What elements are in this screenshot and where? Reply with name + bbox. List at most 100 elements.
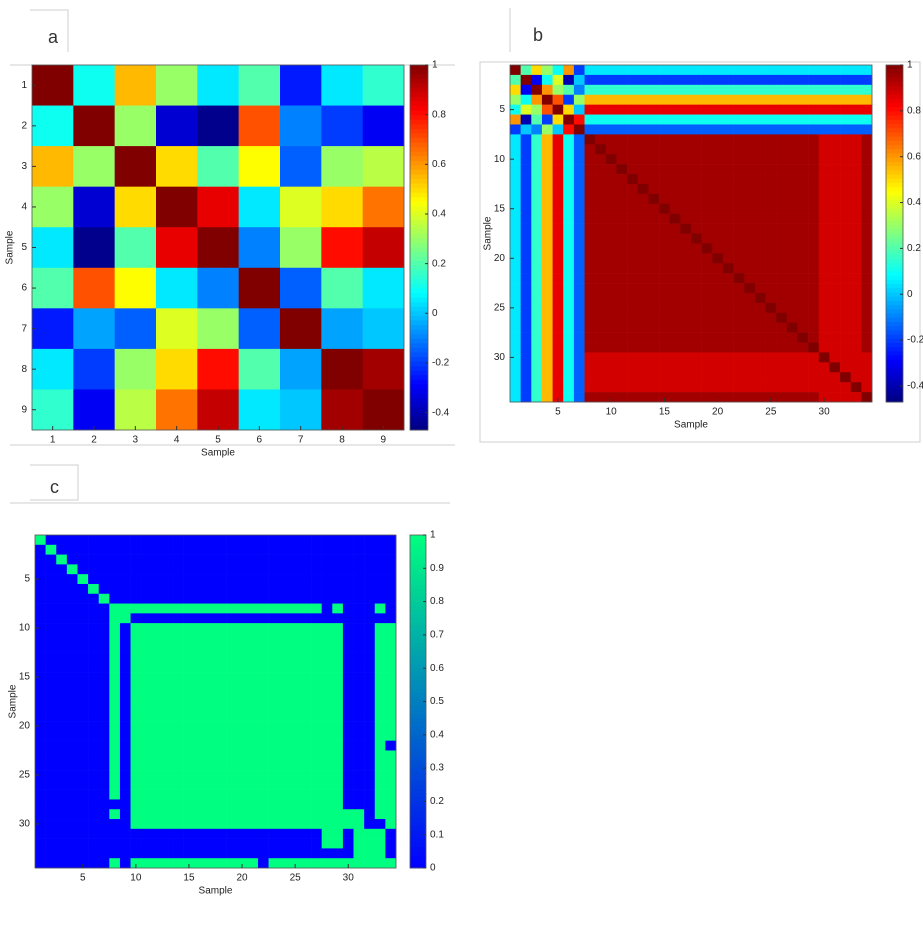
heatmap-cell [850, 183, 862, 195]
heatmap-cell [183, 535, 195, 546]
heatmap-cell [257, 701, 269, 712]
heatmap-cell [786, 183, 798, 195]
heatmap-cell [616, 263, 628, 274]
colorbar-segment [410, 564, 426, 569]
heatmap-cell [98, 652, 110, 663]
heatmap-cell [279, 632, 291, 644]
heatmap-cell [77, 574, 89, 585]
heatmap-cell [818, 114, 830, 125]
heatmap-cell [850, 154, 862, 165]
heatmap-cell [35, 681, 46, 693]
heatmap-cell [733, 243, 745, 254]
heatmap-cell [627, 322, 639, 333]
colorbar-segment [410, 197, 428, 203]
heatmap-cell [374, 750, 386, 761]
heatmap-cell [765, 253, 777, 264]
heatmap-cell [754, 65, 766, 76]
heatmap-cell [786, 342, 798, 353]
heatmap-cell [744, 263, 756, 274]
heatmap-cell [268, 544, 280, 555]
y-tick-label: 5 [21, 242, 27, 253]
heatmap-cell [712, 134, 724, 145]
heatmap-cell [541, 372, 553, 383]
colorbar-segment [886, 102, 903, 108]
heatmap-cell [510, 124, 521, 135]
heatmap-cell [818, 253, 830, 264]
heatmap-cell [141, 828, 153, 839]
heatmap-cell [173, 711, 184, 722]
colorbar-segment [886, 359, 903, 365]
heatmap-cell [236, 652, 248, 663]
heatmap-cell [573, 104, 585, 115]
heatmap-cell [141, 779, 153, 790]
heatmap-cell [722, 174, 734, 185]
colorbar-segment [410, 755, 426, 761]
heatmap-cell [786, 233, 798, 244]
heatmap-cell [584, 362, 596, 373]
heatmap-cell [173, 642, 184, 653]
heatmap-cell [364, 623, 376, 634]
heatmap-cell [194, 672, 206, 683]
heatmap-cell [88, 593, 100, 604]
heatmap-cell [605, 292, 617, 304]
heatmap-cell [680, 65, 692, 76]
heatmap-cell [197, 105, 239, 147]
heatmap-cell [754, 263, 766, 274]
heatmap-cell [840, 253, 852, 264]
heatmap-cell [744, 273, 756, 284]
heatmap-cell [236, 721, 248, 732]
heatmap-cell [840, 302, 852, 314]
heatmap-cell [35, 642, 46, 653]
colorbar-segment [410, 101, 428, 107]
heatmap-cell [342, 770, 354, 781]
heatmap-cell [797, 253, 809, 264]
heatmap-cell [669, 273, 681, 284]
heatmap-cell [861, 312, 873, 324]
heatmap-cell [156, 308, 198, 350]
colorbar-segment [410, 543, 426, 548]
colorbar-segment [410, 709, 426, 715]
heatmap-cell [151, 799, 163, 810]
heatmap-cell [616, 65, 628, 76]
heatmap-cell [300, 574, 312, 585]
heatmap-cell [861, 283, 873, 294]
heatmap-cell [595, 203, 607, 214]
colorbar-segment [886, 81, 903, 87]
heatmap-cell [563, 114, 575, 125]
heatmap-cell [98, 730, 110, 741]
heatmap-cell [722, 65, 734, 76]
heatmap-cell [311, 642, 322, 653]
heatmap-cell [573, 144, 585, 155]
colorbar-segment [410, 747, 426, 752]
heatmap-cell [744, 193, 756, 205]
heatmap-cell [321, 564, 333, 575]
heatmap-cell [173, 789, 184, 800]
heatmap-cell [311, 593, 322, 604]
heatmap-cell [98, 613, 110, 624]
heatmap-cell [88, 848, 100, 859]
heatmap-cell [77, 838, 89, 849]
heatmap-cell [691, 352, 702, 363]
heatmap-cell [321, 779, 333, 790]
heatmap-cell [669, 233, 681, 244]
heatmap-cell [808, 124, 820, 135]
y-tick-label: 6 [21, 283, 27, 294]
heatmap-cell [797, 283, 809, 294]
heatmap-cell [861, 332, 873, 343]
heatmap-cell [722, 322, 734, 333]
heatmap-cell [627, 392, 639, 403]
y-axis-label: Sample [5, 230, 16, 264]
heatmap-cell [754, 114, 766, 125]
heatmap-cell [669, 74, 681, 86]
heatmap-cell [531, 84, 543, 96]
colorbar-segment [410, 684, 426, 690]
heatmap-cell [162, 554, 174, 565]
heatmap-cell [637, 154, 649, 165]
heatmap-cell [627, 223, 639, 234]
heatmap-cell [552, 84, 564, 96]
heatmap-cell [573, 233, 585, 244]
heatmap-cell [353, 535, 365, 546]
colorbar-segment [410, 265, 428, 271]
heatmap-cell [321, 267, 363, 309]
heatmap-cell [818, 273, 830, 284]
